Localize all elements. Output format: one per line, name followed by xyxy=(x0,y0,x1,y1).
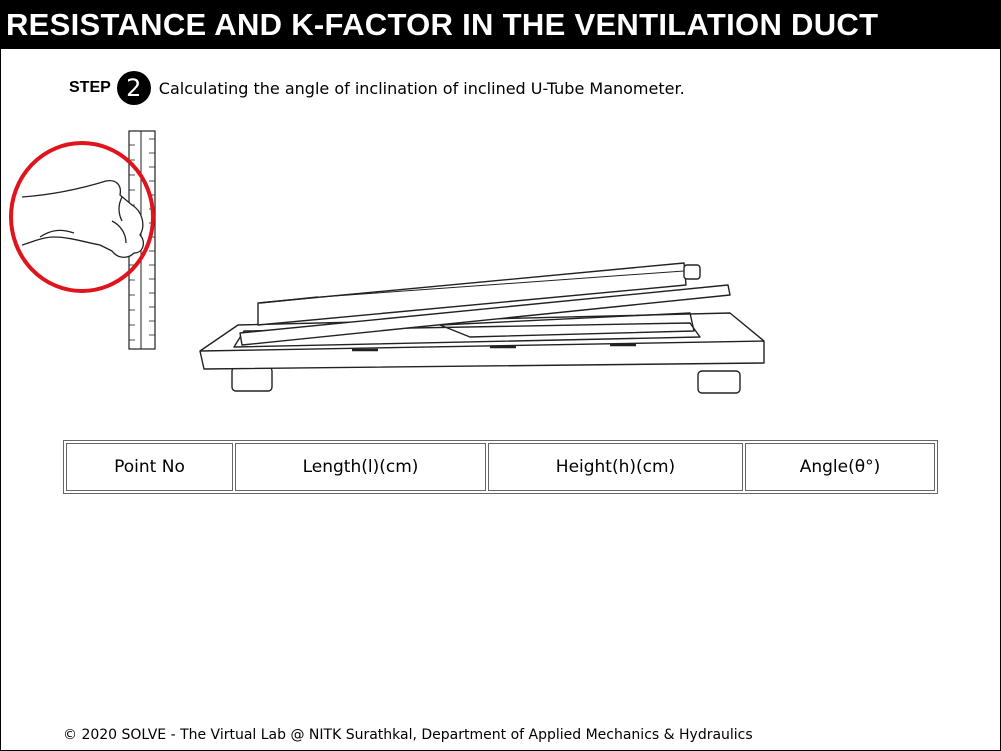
apparatus-illustration xyxy=(9,130,765,394)
column-header-angle: Angle(θ°) xyxy=(745,443,935,491)
step-description: Calculating the angle of inclination of … xyxy=(158,78,685,98)
table-header-row: Point No Length(l)(cm) Height(h)(cm) Ang… xyxy=(66,443,935,491)
footer-copyright: © 2020 SOLVE - The Virtual Lab @ NITK Su… xyxy=(63,727,753,743)
step-heading: STEP 2 Calculating the angle of inclinat… xyxy=(69,70,685,106)
manometer-icon xyxy=(199,262,765,394)
column-header-length: Length(l)(cm) xyxy=(235,443,486,491)
readings-table: Point No Length(l)(cm) Height(h)(cm) Ang… xyxy=(63,440,938,494)
highlight-circle xyxy=(9,141,155,293)
page-title: RESISTANCE AND K-FACTOR IN THE VENTILATI… xyxy=(0,0,1001,49)
hand-icon xyxy=(21,179,145,258)
column-header-height: Height(h)(cm) xyxy=(488,443,743,491)
step-number-badge: 2 xyxy=(116,71,151,105)
step-label: STEP xyxy=(69,79,111,96)
column-header-point-no: Point No xyxy=(66,443,233,491)
